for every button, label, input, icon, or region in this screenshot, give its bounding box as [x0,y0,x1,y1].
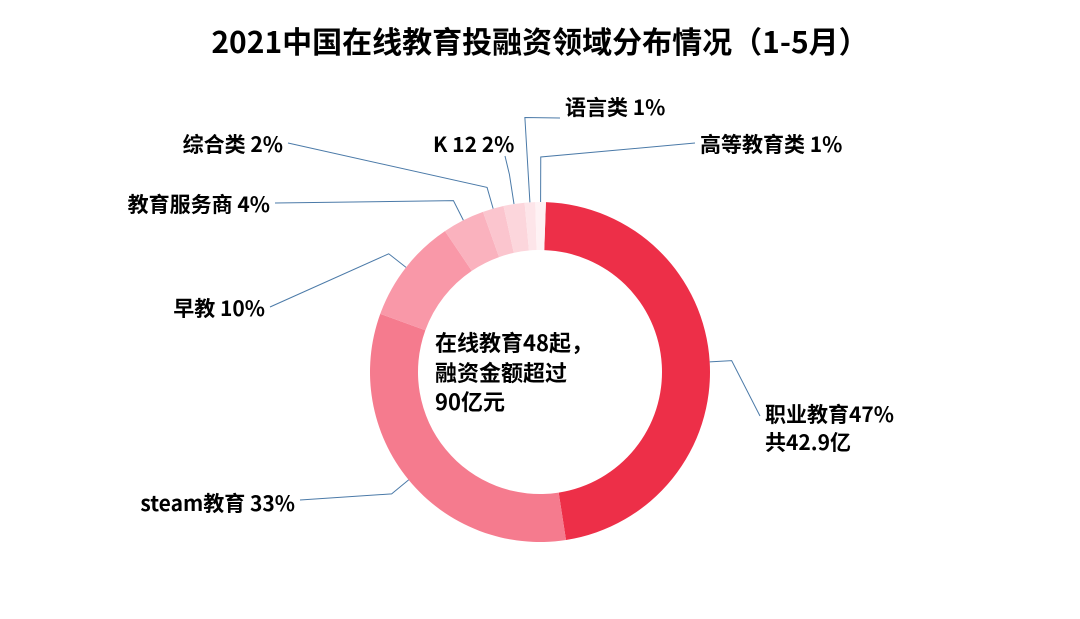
center-text-content: 在线教育48起，融资金额超过90亿元 [435,326,593,417]
leader-高等教育类 [541,143,695,202]
label-k12-text: K 12 2% [433,129,514,159]
label-vocational-line1: 职业教育47% [765,399,894,429]
label-higher: 高等教育类 1% [700,130,842,158]
leader-语言类 [525,117,560,202]
leader-教育服务商 [275,201,463,221]
slice-高等教育类 [535,202,546,250]
label-service-text: 教育服务商 4% [128,189,270,219]
label-k12: K 12 2% [433,130,514,158]
leader-早教 [270,254,406,307]
label-steam-text: steam教育 33% [140,488,295,518]
label-language: 语言类 1% [565,93,665,121]
label-service: 教育服务商 4% [90,190,270,218]
label-early-text: 早教 10% [173,293,265,323]
label-higher-text: 高等教育类 1% [700,129,842,159]
leader-职业教育 [710,361,760,416]
center-text: 在线教育48起，融资金额超过90亿元 [435,328,645,417]
label-language-text: 语言类 1% [565,92,665,122]
label-vocational-line2: 共42.9亿 [765,427,851,457]
label-general: 综合类 2% [153,130,283,158]
leader-steam教育 [300,480,409,500]
leader-K12 [505,156,514,204]
label-general-text: 综合类 2% [183,129,283,159]
label-vocational: 职业教育47% 共42.9亿 [765,400,894,457]
label-early: 早教 10% [145,294,265,322]
label-steam: steam教育 33% [100,489,295,517]
